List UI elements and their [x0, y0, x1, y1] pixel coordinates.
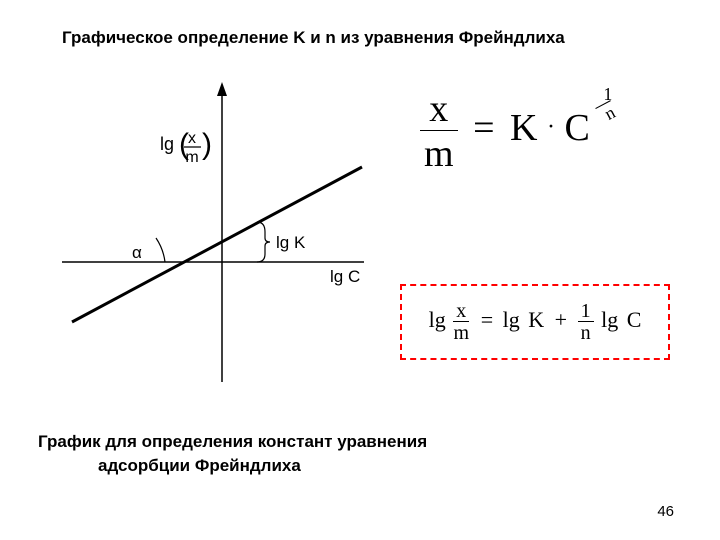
- graph-caption: График для определения констант уравнени…: [38, 430, 427, 478]
- log-plus: +: [555, 307, 567, 332]
- freundlich-equation: x m = K · C 1 n: [420, 90, 616, 173]
- log-C: C: [627, 307, 642, 332]
- y-axis-label-lg: lg: [160, 134, 174, 154]
- log-lg3: lg: [601, 307, 618, 332]
- caption-line-1: График для определения констант уравнени…: [38, 430, 427, 454]
- log-K: K: [528, 307, 544, 332]
- eq-K: K: [510, 107, 537, 149]
- y-axis-paren-close: ): [202, 128, 212, 161]
- intercept-label: lg K: [276, 233, 306, 252]
- intercept-brace: [257, 222, 270, 262]
- page-title: Графическое определение K и n из уравнен…: [62, 28, 565, 48]
- angle-arc: [156, 238, 165, 262]
- log-lg1: lg: [429, 307, 446, 332]
- log-frac2-den: n: [578, 321, 594, 343]
- page-number: 46: [657, 503, 674, 520]
- caption-line-2: адсорбции Фрейндлиха: [38, 454, 427, 478]
- eq-exp-den: n: [596, 100, 620, 126]
- angle-label: α: [132, 243, 142, 262]
- freundlich-graph: lg ( x m ) lg С lg K α: [52, 72, 372, 392]
- y-axis-arrow: [217, 82, 227, 96]
- log-equation: lg x m = lg K + 1 n lg C: [429, 301, 642, 343]
- eq-equals: =: [473, 107, 494, 149]
- log-lg2: lg: [503, 307, 520, 332]
- log-equation-box: lg x m = lg K + 1 n lg C: [400, 284, 670, 360]
- log-frac2-num: 1: [578, 301, 594, 321]
- log-eq: =: [481, 307, 493, 332]
- eq-frac-num: x: [420, 90, 458, 130]
- eq-C: C: [564, 107, 589, 149]
- eq-dot: ·: [547, 114, 555, 140]
- log-frac1-num: x: [453, 301, 469, 321]
- eq-frac-den: m: [420, 130, 458, 173]
- y-axis-frac-den: m: [185, 149, 198, 166]
- regression-line: [72, 167, 362, 322]
- y-axis-frac-num: x: [188, 130, 196, 147]
- log-frac1-den: m: [453, 321, 469, 343]
- x-axis-label: lg С: [330, 267, 360, 286]
